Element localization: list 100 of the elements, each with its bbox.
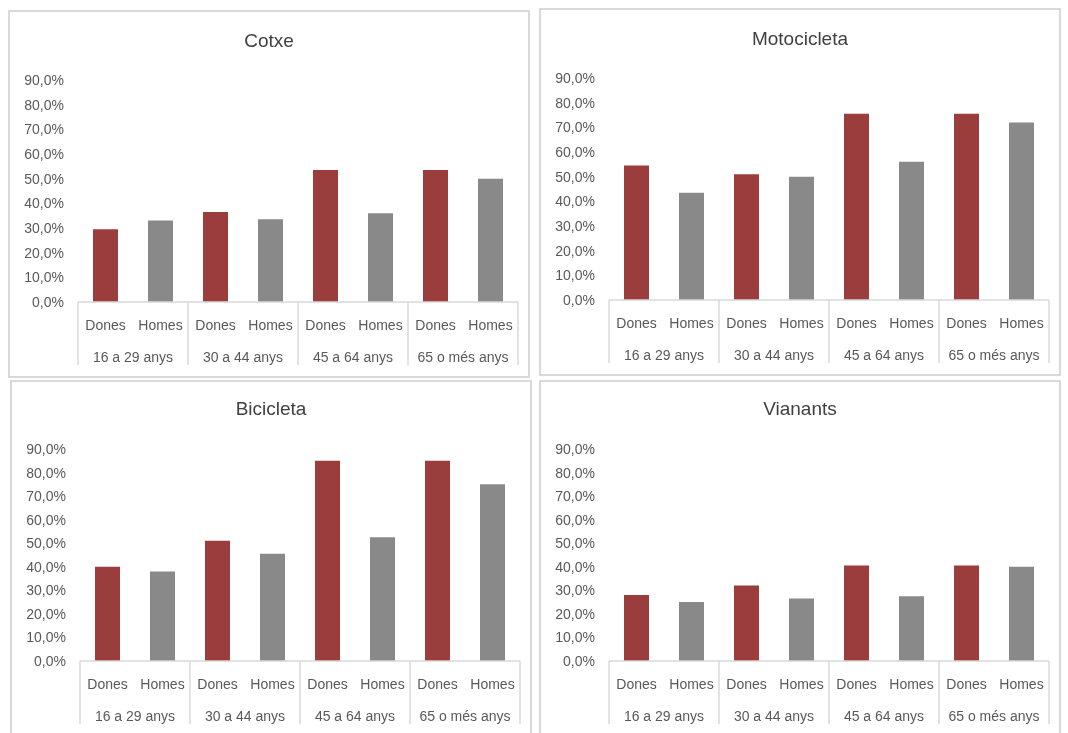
text: Dones — [417, 676, 458, 692]
y-tick-label: 40,0% — [26, 558, 66, 575]
bar — [899, 596, 924, 661]
y-tick-label: 70,0% — [555, 119, 595, 136]
bar — [260, 553, 285, 661]
y-tick-label: 10,0% — [24, 269, 64, 286]
bar — [368, 213, 393, 302]
bar — [423, 170, 448, 302]
text: Dones — [307, 676, 348, 692]
y-tick-label: 0,0% — [563, 652, 595, 669]
y-tick-label: 90,0% — [555, 440, 595, 457]
x-tick-label: 30 a 44 anys — [202, 349, 284, 365]
y-tick-label: 70,0% — [24, 121, 64, 138]
y-tick-label: 50,0% — [24, 170, 64, 187]
text: Dones — [946, 676, 987, 692]
y-tick-label: 10,0% — [555, 267, 595, 284]
bar — [734, 585, 759, 661]
y-tick-label: 90,0% — [555, 69, 595, 86]
y-tick-label: 70,0% — [26, 488, 66, 505]
chart-title: Vianants — [762, 398, 838, 420]
bar — [954, 113, 979, 300]
x-tick-label: 45 a 64 anys — [843, 347, 925, 363]
series-label: Dones — [616, 676, 657, 692]
bar — [370, 537, 395, 661]
bar — [150, 571, 175, 661]
bar — [1009, 122, 1034, 300]
bar — [844, 113, 869, 300]
bar — [93, 229, 118, 302]
text: Dones — [836, 315, 877, 331]
y-tick-label: 30,0% — [555, 217, 595, 234]
y-tick-label: 20,0% — [555, 242, 595, 259]
text: Dones — [87, 676, 128, 692]
text: Dones — [85, 317, 126, 333]
y-tick-label: 40,0% — [24, 195, 64, 212]
x-tick-label: 16 a 29 anys — [92, 349, 174, 365]
x-tick-label: 65 o més anys — [417, 349, 509, 365]
text: Dones — [415, 317, 456, 333]
y-tick-label: 80,0% — [26, 464, 66, 481]
series-label: Dones — [195, 317, 236, 333]
x-tick-label: 16 a 29 anys — [623, 708, 705, 724]
bar — [789, 598, 814, 661]
y-tick-label: 60,0% — [26, 511, 66, 528]
bar — [789, 176, 814, 300]
x-tick-label: 16 a 29 anys — [623, 347, 705, 363]
bar — [425, 460, 450, 661]
text: Homes — [360, 676, 405, 692]
bar — [624, 595, 649, 661]
y-tick-label: 40,0% — [555, 193, 595, 210]
bar — [899, 161, 924, 300]
x-tick-label: 45 a 64 anys — [312, 349, 394, 365]
series-label: Dones — [616, 315, 657, 331]
y-tick-label: 60,0% — [24, 145, 64, 162]
text: Dones — [726, 676, 767, 692]
y-tick-label: 10,0% — [555, 629, 595, 646]
x-tick-label: 65 o més anys — [419, 708, 511, 724]
bar — [315, 460, 340, 661]
bar — [679, 602, 704, 661]
bar — [1009, 566, 1034, 661]
x-tick-label: 30 a 44 anys — [204, 708, 286, 724]
series-label: Homes — [470, 676, 515, 692]
chart-title: Cotxe — [243, 30, 295, 52]
bar — [203, 211, 228, 302]
y-tick-label: 60,0% — [555, 511, 595, 528]
text: Dones — [946, 315, 987, 331]
bar — [844, 565, 869, 661]
x-tick-label: 65 o més anys — [948, 708, 1040, 724]
y-tick-label: 0,0% — [32, 293, 64, 310]
text: Homes — [140, 676, 185, 692]
text: Homes — [999, 315, 1044, 331]
bar — [313, 170, 338, 302]
y-tick-label: 20,0% — [26, 605, 66, 622]
bar — [478, 178, 503, 302]
y-tick-label: 90,0% — [26, 440, 66, 457]
series-label: Homes — [468, 317, 513, 333]
y-tick-label: 80,0% — [24, 96, 64, 113]
bar — [954, 565, 979, 661]
text: Dones — [726, 315, 767, 331]
y-tick-label: 50,0% — [555, 168, 595, 185]
y-tick-label: 30,0% — [555, 582, 595, 599]
text: Homes — [999, 676, 1044, 692]
bar — [258, 219, 283, 302]
text: Homes — [779, 315, 824, 331]
bar — [148, 220, 173, 302]
y-tick-label: 10,0% — [26, 629, 66, 646]
chart-title: Motocicleta — [750, 28, 850, 50]
text: Homes — [889, 676, 934, 692]
y-tick-label: 20,0% — [24, 244, 64, 261]
text: Homes — [138, 317, 183, 333]
bar — [679, 192, 704, 300]
y-tick-label: 50,0% — [26, 535, 66, 552]
text: Homes — [250, 676, 295, 692]
series-label: Dones — [197, 676, 238, 692]
bar — [95, 566, 120, 661]
x-tick-label: 45 a 64 anys — [314, 708, 396, 724]
bar — [205, 540, 230, 661]
series-label: Homes — [669, 676, 714, 692]
y-tick-label: 30,0% — [24, 219, 64, 236]
y-tick-label: 40,0% — [555, 558, 595, 575]
text: Dones — [305, 317, 346, 333]
y-tick-label: 80,0% — [555, 464, 595, 481]
